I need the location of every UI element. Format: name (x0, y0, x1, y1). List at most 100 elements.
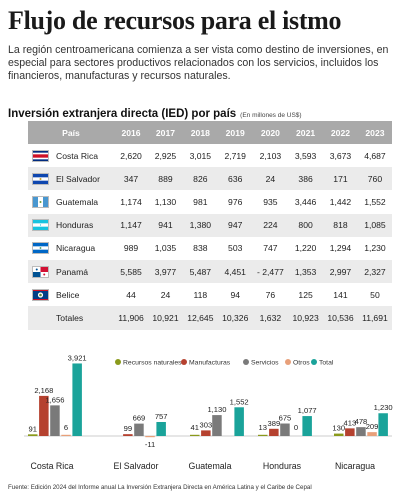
table-cell: 2,719 (224, 150, 246, 161)
table-cell: 5,585 (114, 259, 149, 284)
table-cell: 981 (193, 196, 208, 207)
table-cell: 3,977 (148, 259, 183, 284)
data-label: -11 (145, 440, 155, 449)
total-cell: 10,923 (288, 306, 324, 330)
column-header-year: 2019 (217, 121, 253, 144)
data-label: 389 (268, 419, 281, 428)
data-label: 0 (294, 423, 298, 432)
page-title: Flujo de recursos para el istmo (8, 6, 342, 35)
bar (39, 395, 49, 436)
column-header-country: País (28, 121, 114, 144)
table-title: Inversión extranjera directa (IED) por p… (8, 108, 237, 120)
column-header-year: 2017 (148, 121, 183, 144)
table-cell: 2,103 (259, 150, 282, 161)
data-label: 478 (355, 417, 368, 426)
total-cell: 1,632 (252, 306, 289, 330)
table-cell: 125 (298, 289, 313, 300)
table-cell: 50 (370, 289, 380, 300)
country-name: Belice (56, 289, 80, 300)
table-row: El Salvador 347 889 826 636 24 386 171 7… (28, 167, 392, 191)
data-label: 757 (155, 412, 168, 421)
ied-table: País 2016 2017 2018 2019 2020 2021 2022 … (28, 121, 392, 330)
data-label: 303 (200, 420, 213, 429)
country-name: El Salvador (52, 167, 114, 191)
data-label: 1,077 (298, 406, 317, 415)
belize-flag-icon (31, 288, 49, 301)
data-label: 669 (133, 414, 146, 423)
data-label: 99 (124, 424, 132, 433)
bar (234, 407, 244, 436)
table-cell: 171 (323, 167, 358, 191)
data-label: 1,130 (207, 405, 226, 414)
table-cell: 118 (193, 289, 208, 300)
bar (280, 423, 290, 436)
nicaragua-flag-icon (31, 242, 49, 255)
table-cell: 989 (123, 243, 139, 254)
category-label: El Salvador (114, 461, 159, 471)
table-unit: (En millones de US$) (240, 112, 302, 119)
source-note: Fuente: Edición 2024 del Informe anual L… (8, 484, 312, 491)
table-cell: 889 (148, 167, 183, 191)
table-cell: 1,035 (154, 243, 177, 254)
country-name: Panamá (52, 259, 114, 284)
panama-flag-icon (31, 265, 49, 278)
legend-marker (115, 359, 121, 365)
total-cell: 11,906 (114, 306, 149, 330)
table-cell: 503 (228, 243, 243, 254)
el-salvador-flag-icon (31, 172, 49, 185)
data-label: 6 (64, 423, 68, 432)
bar (190, 434, 200, 436)
table-cell: 1,085 (357, 213, 392, 237)
table-cell: 3,446 (294, 196, 317, 207)
total-cell: 10,326 (217, 306, 253, 330)
table-heading: Inversión extranjera directa (IED) por p… (8, 104, 302, 122)
bar (145, 436, 155, 438)
column-header-year: 2018 (182, 121, 218, 144)
table-cell: 760 (357, 167, 392, 191)
table-cell: 3,015 (189, 150, 212, 161)
data-label: 1,552 (230, 397, 249, 406)
legend-marker (311, 359, 317, 365)
table-cell: 3,673 (329, 150, 352, 161)
table-cell: 224 (252, 213, 289, 237)
table-row: Guatemala 1,174 1,130 981 976 935 3,446 … (28, 190, 392, 213)
table-cell: 4,451 (217, 259, 253, 284)
table-cell: 1,380 (182, 213, 218, 237)
column-header-year: 2016 (114, 121, 149, 144)
column-header-year: 2021 (288, 121, 324, 144)
table-cell: 826 (182, 167, 218, 191)
table-cell: 976 (228, 196, 243, 207)
bar (50, 405, 60, 436)
legend-label: Recursos naturales (123, 360, 182, 367)
bar (212, 415, 222, 436)
table-cell: 1,353 (288, 259, 324, 284)
column-header-year: 2023 (357, 121, 392, 144)
data-label: 675 (279, 414, 292, 423)
data-label: 130 (332, 424, 345, 433)
total-cell: 11,691 (357, 306, 392, 330)
intro-paragraph: La región centroamericana comienza a ser… (8, 44, 389, 82)
data-label: 2,168 (34, 386, 53, 395)
table-cell: 76 (265, 289, 276, 300)
table-row: Panamá 5,585 3,977 5,487 4,451 - 2,477 1… (28, 259, 392, 284)
category-label: Costa Rica (30, 461, 73, 471)
data-label: 41 (191, 423, 199, 432)
honduras-flag-icon (31, 219, 49, 232)
data-label: 3,921 (68, 353, 87, 362)
bar (334, 433, 344, 436)
table-cell: 24 (160, 289, 171, 300)
bar (378, 413, 388, 436)
table-cell: 1,147 (114, 213, 149, 237)
bar (302, 416, 312, 436)
table-cell: 2,925 (154, 150, 177, 161)
bar (345, 428, 355, 436)
column-header-year: 2022 (323, 121, 358, 144)
bar (123, 434, 133, 436)
legend-marker (243, 359, 249, 365)
table-cell: 3,593 (294, 150, 317, 161)
table-row: Costa Rica 2,620 2,925 3,015 2,719 2,103… (28, 144, 392, 167)
table-cell: 347 (114, 167, 149, 191)
table-cell: 636 (217, 167, 253, 191)
table-cell: 947 (217, 213, 253, 237)
legend-label: Total (319, 360, 334, 367)
